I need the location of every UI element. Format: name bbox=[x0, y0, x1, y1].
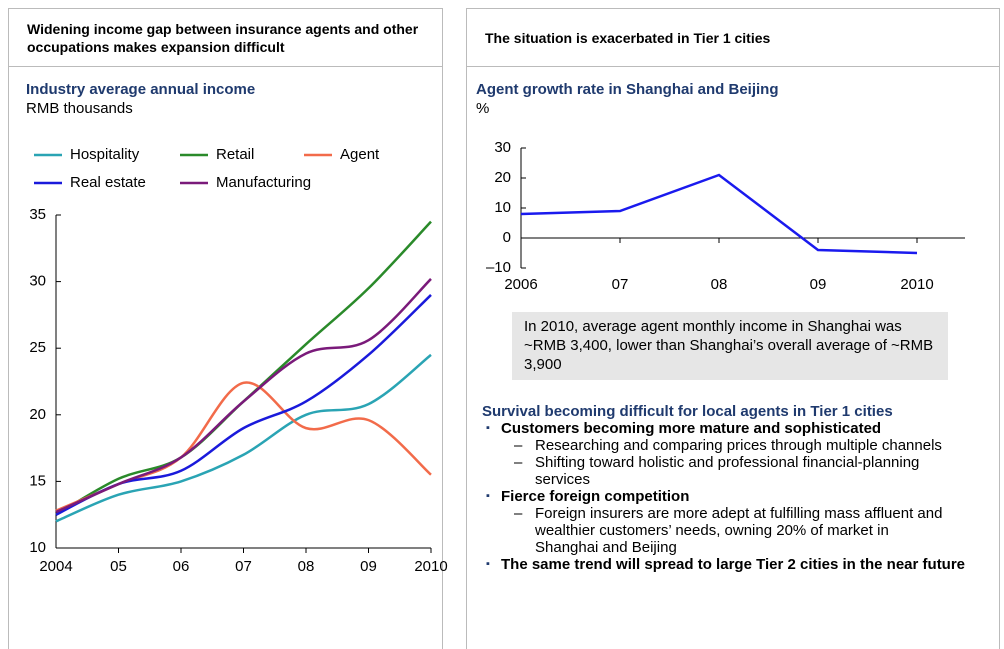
x-tick-label: 08 bbox=[298, 558, 315, 575]
x-tick-label: 09 bbox=[360, 558, 377, 575]
x-tick-label: 07 bbox=[612, 276, 629, 293]
bullet-list: Survival becoming difficult for local ag… bbox=[482, 403, 982, 573]
x-tick-label: 07 bbox=[235, 558, 252, 575]
y-tick-label: 0 bbox=[503, 229, 511, 246]
series-line bbox=[55, 353, 432, 523]
x-tick-label: 2010 bbox=[414, 558, 447, 575]
legend-label: Retail bbox=[216, 146, 254, 163]
right-panel: The situation is exacerbated in Tier 1 c… bbox=[466, 8, 1000, 649]
y-unit: RMB thousands bbox=[26, 100, 133, 117]
y-tick-label: 15 bbox=[29, 472, 46, 489]
chart-title: Agent growth rate in Shanghai and Beijin… bbox=[476, 81, 779, 98]
legend-label: Real estate bbox=[70, 174, 146, 191]
bullet-title: Survival becoming difficult for local ag… bbox=[482, 403, 893, 420]
x-tick-label: 2004 bbox=[39, 558, 72, 575]
y-unit: % bbox=[476, 100, 490, 117]
x-tick-label: 2010 bbox=[900, 276, 933, 293]
y-tick-label: 20 bbox=[29, 406, 46, 423]
y-tick-label: –10 bbox=[486, 259, 511, 276]
bullet: The same trend will spread to large Tier… bbox=[482, 556, 982, 573]
y-tick-label: 30 bbox=[29, 273, 46, 290]
x-tick-label: 2006 bbox=[504, 276, 537, 293]
y-tick-label: 30 bbox=[494, 139, 511, 156]
series-line bbox=[520, 173, 918, 255]
panel-heading: Widening income gap between insurance ag… bbox=[9, 9, 442, 67]
x-tick-label: 08 bbox=[711, 276, 728, 293]
y-tick-label: 10 bbox=[494, 199, 511, 216]
sub-bullet: Shifting toward holistic and professiona… bbox=[482, 454, 982, 488]
y-tick-label: 35 bbox=[29, 206, 46, 223]
y-tick-label: 20 bbox=[494, 169, 511, 186]
legend-label: Hospitality bbox=[70, 146, 140, 163]
sub-bullet: Researching and comparing prices through… bbox=[482, 437, 982, 454]
legend-label: Manufacturing bbox=[216, 174, 311, 191]
bullet: Fierce foreign competition bbox=[482, 488, 982, 505]
x-tick-label: 06 bbox=[173, 558, 190, 575]
sub-bullet: Foreign insurers are more adept at fulfi… bbox=[482, 505, 982, 556]
series-line bbox=[55, 278, 432, 514]
x-tick-label: 05 bbox=[110, 558, 127, 575]
y-tick-label: 10 bbox=[29, 539, 46, 556]
chart-title: Industry average annual income bbox=[26, 81, 256, 98]
panel-heading: The situation is exacerbated in Tier 1 c… bbox=[467, 9, 999, 67]
legend-label: Agent bbox=[340, 146, 380, 163]
series-line bbox=[55, 220, 432, 516]
x-tick-label: 09 bbox=[810, 276, 827, 293]
left-panel: Widening income gap between insurance ag… bbox=[8, 8, 443, 649]
callout: In 2010, average agent monthly income in… bbox=[512, 312, 948, 380]
bullet: Customers becoming more mature and sophi… bbox=[482, 420, 982, 437]
y-tick-label: 25 bbox=[29, 339, 46, 356]
